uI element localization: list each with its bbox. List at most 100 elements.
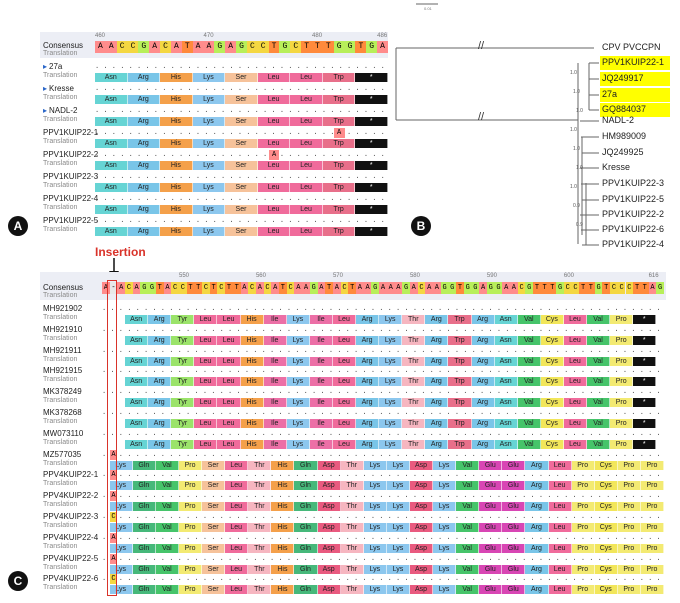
amino-acid-asn: Asn bbox=[95, 117, 128, 126]
amino-acid-gln: Gln bbox=[132, 585, 156, 595]
nucleotide: A bbox=[377, 41, 388, 53]
nucleotide: C bbox=[257, 41, 269, 53]
amino-acid-pro: Pro bbox=[178, 481, 203, 491]
sequence-row-name: MH921911 bbox=[43, 345, 82, 355]
amino-acid-lys: Lys bbox=[433, 543, 457, 553]
amino-acid-leu: Leu bbox=[194, 356, 218, 366]
amino-acid-ile: Ile bbox=[263, 377, 287, 387]
nucleotide: T bbox=[232, 282, 241, 294]
amino-acid-arg: Arg bbox=[525, 460, 549, 470]
nucleotide: A bbox=[102, 282, 110, 294]
amino-acid-val: Val bbox=[517, 377, 541, 387]
amino-acid-leu: Leu bbox=[257, 139, 291, 148]
insertion-nucleotide: A bbox=[109, 532, 118, 543]
amino-acid-leu: Leu bbox=[225, 585, 249, 595]
mutation-nucleotide: A bbox=[268, 150, 280, 160]
amino-acid-lys: Lys bbox=[109, 585, 133, 595]
amino-acid-his: His bbox=[160, 205, 193, 214]
amino-acid-gln: Gln bbox=[294, 523, 318, 532]
bootstrap-value: 1.0 bbox=[570, 127, 577, 133]
amino-acid-ser: Ser bbox=[225, 227, 258, 236]
amino-acid-stop: * bbox=[633, 398, 657, 408]
nucleotide: C bbox=[340, 282, 349, 294]
nucleotide: C bbox=[171, 282, 179, 294]
amino-acid-val: Val bbox=[587, 356, 611, 366]
bootstrap-value: 1.0 bbox=[573, 89, 580, 95]
amino-acid-arg: Arg bbox=[148, 439, 172, 449]
nucleotide: A bbox=[132, 282, 141, 294]
amino-acid-pro: Pro bbox=[610, 315, 634, 324]
amino-acid-lys: Lys bbox=[363, 523, 387, 532]
amino-acid-leu: Leu bbox=[225, 502, 249, 512]
bootstrap-value: 1.0 bbox=[570, 70, 577, 76]
identity-dots: . . . . . . . . . . . . . . . . . . . . … bbox=[102, 325, 664, 334]
amino-acid-leu: Leu bbox=[563, 439, 587, 449]
amino-acid-thr: Thr bbox=[402, 377, 426, 387]
amino-acid-leu: Leu bbox=[290, 117, 323, 126]
amino-acid-cys: Cys bbox=[540, 315, 564, 324]
panel-c-consensus-label: Consensus bbox=[43, 283, 84, 292]
amino-acid-arg: Arg bbox=[471, 398, 495, 408]
amino-acid-lys: Lys bbox=[386, 543, 410, 553]
amino-acid-thr: Thr bbox=[340, 460, 364, 470]
amino-acid-val: Val bbox=[155, 523, 179, 532]
sequence-row-translation-label: Translation bbox=[43, 542, 78, 550]
nucleotide: T bbox=[181, 41, 193, 53]
amino-acid-gln: Gln bbox=[132, 481, 156, 491]
nucleotide: G bbox=[463, 282, 472, 294]
amino-acid-asn: Asn bbox=[95, 205, 128, 214]
amino-acid-glu: Glu bbox=[479, 460, 503, 470]
identity-dots: . . . . . . . . . . . . . . . . . . . . … bbox=[102, 554, 664, 563]
amino-acid-asp: Asp bbox=[409, 564, 434, 574]
amino-acid-asn: Asn bbox=[494, 356, 518, 366]
amino-acid-glu: Glu bbox=[502, 564, 526, 574]
nucleotide: T bbox=[533, 282, 541, 294]
amino-acid-arg: Arg bbox=[127, 117, 161, 126]
amino-acid-pro: Pro bbox=[640, 502, 664, 512]
amino-acid-pro: Pro bbox=[178, 564, 203, 574]
amino-acid-asn: Asn bbox=[95, 227, 128, 236]
identity-dots: . . . . . . . . . . . . . . . . . . . . … bbox=[95, 85, 388, 93]
amino-acid-ser: Ser bbox=[202, 481, 226, 491]
sequence-name: PPV1KUIP22-2 bbox=[43, 150, 99, 159]
amino-acid-leu: Leu bbox=[225, 460, 249, 470]
bootstrap-value: 1.0 bbox=[576, 108, 583, 114]
amino-acid-trp: Trp bbox=[448, 315, 472, 324]
nucleotide: T bbox=[325, 282, 333, 294]
tree-leaf: HM989009 bbox=[602, 131, 647, 141]
amino-acid-asn: Asn bbox=[125, 419, 149, 428]
nucleotide: G bbox=[279, 41, 291, 53]
amino-acid-ser: Ser bbox=[225, 183, 258, 192]
identity-dots: . . . . . . . . . . . . . . . . . . . . … bbox=[102, 409, 664, 417]
identity-dots: . . . . . . . . . . . . . . . . . . . . … bbox=[95, 63, 388, 71]
nucleotide: G bbox=[309, 282, 318, 294]
amino-acid-pro: Pro bbox=[640, 564, 664, 574]
amino-acid-ile: Ile bbox=[263, 439, 287, 449]
nucleotide: A bbox=[240, 282, 249, 294]
panel-a-ticks: 460 470 480 486 bbox=[95, 32, 388, 42]
sequence-row-name: PPV4KUIP22-6 bbox=[43, 574, 99, 584]
nucleotide: G bbox=[344, 41, 356, 53]
amino-acid-arg: Arg bbox=[356, 419, 380, 428]
amino-acid-arg: Arg bbox=[148, 335, 172, 345]
amino-acid-val: Val bbox=[456, 523, 480, 532]
nucleotide: C bbox=[290, 41, 302, 53]
amino-acid-stop: * bbox=[355, 227, 388, 236]
amino-acid-lys: Lys bbox=[192, 183, 226, 192]
amino-acid-ile: Ile bbox=[263, 356, 287, 366]
nucleotide: A bbox=[479, 282, 487, 294]
identity-dots: . . . . . . . . . . . . . . . . . . . . … bbox=[102, 575, 664, 584]
insertion-nucleotide: C bbox=[109, 512, 118, 522]
identity-dots: . . . . . . . . . . . . . . . . . . . . … bbox=[95, 151, 388, 159]
reference-icon: ▸ bbox=[43, 84, 48, 93]
amino-acid-thr: Thr bbox=[340, 585, 364, 595]
nucleotide: A bbox=[502, 282, 511, 294]
amino-acid-asn: Asn bbox=[95, 95, 128, 104]
tree-leaf-highlight-bg bbox=[600, 103, 670, 117]
amino-acid-stop: * bbox=[355, 161, 388, 170]
identity-dots: . . . . . . . . . . . . . . . . . . . . … bbox=[95, 129, 388, 137]
amino-acid-pro: Pro bbox=[640, 460, 664, 470]
amino-acid-lys: Lys bbox=[379, 419, 403, 428]
amino-acid-cys: Cys bbox=[594, 502, 618, 512]
